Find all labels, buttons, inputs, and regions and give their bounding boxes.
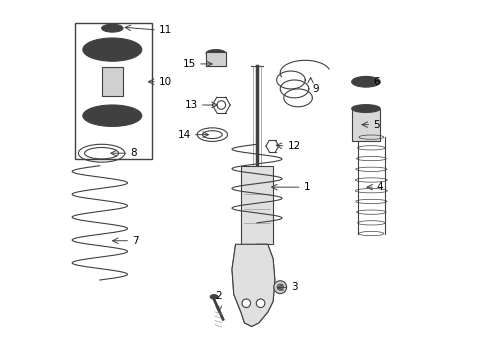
Text: 8: 8 xyxy=(130,148,137,158)
Ellipse shape xyxy=(101,45,123,54)
Ellipse shape xyxy=(102,24,123,32)
Ellipse shape xyxy=(355,78,375,85)
Circle shape xyxy=(276,284,283,291)
Ellipse shape xyxy=(82,105,142,126)
Circle shape xyxy=(273,281,286,294)
Ellipse shape xyxy=(82,38,142,61)
Ellipse shape xyxy=(351,105,380,112)
Text: 12: 12 xyxy=(287,141,300,151)
Ellipse shape xyxy=(210,295,218,299)
Ellipse shape xyxy=(94,109,130,123)
Text: 13: 13 xyxy=(184,100,198,110)
Text: 1: 1 xyxy=(303,182,309,192)
Text: 6: 6 xyxy=(372,77,379,87)
Text: 10: 10 xyxy=(159,77,172,87)
Circle shape xyxy=(242,299,250,307)
Bar xyxy=(102,67,123,96)
Bar xyxy=(241,166,272,244)
Text: 9: 9 xyxy=(312,84,318,94)
Text: 4: 4 xyxy=(376,182,383,192)
Text: 15: 15 xyxy=(183,59,196,69)
Text: 11: 11 xyxy=(159,25,172,35)
Bar xyxy=(351,109,380,141)
Bar xyxy=(206,52,225,66)
Text: 14: 14 xyxy=(177,130,190,140)
Ellipse shape xyxy=(205,50,225,57)
Text: 2: 2 xyxy=(215,292,222,301)
Ellipse shape xyxy=(351,76,380,87)
Polygon shape xyxy=(231,244,274,327)
Bar xyxy=(75,23,151,158)
Text: 3: 3 xyxy=(290,282,297,292)
Ellipse shape xyxy=(91,41,134,58)
Ellipse shape xyxy=(107,24,117,28)
Circle shape xyxy=(256,299,264,307)
Text: 7: 7 xyxy=(132,236,138,246)
Text: 5: 5 xyxy=(372,120,379,130)
